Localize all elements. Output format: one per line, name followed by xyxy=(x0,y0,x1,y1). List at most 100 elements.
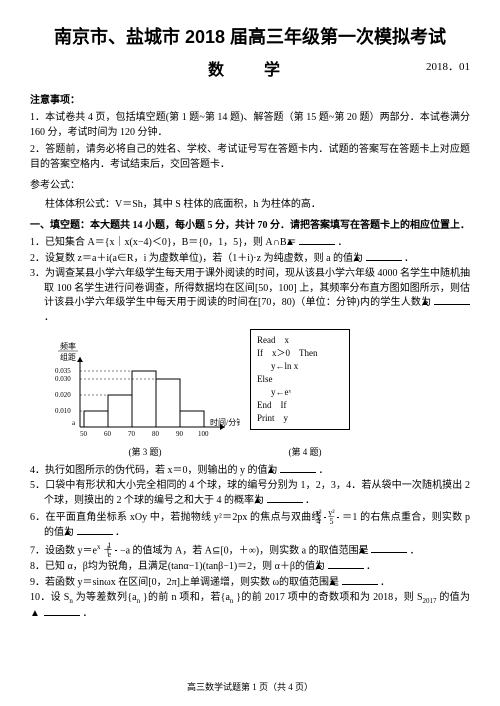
blank: ▲ xyxy=(328,560,364,569)
q6-text-a: 6．在平面直角坐标系 xOy 中，若抛物线 y²＝2px 的焦点与双曲线 xyxy=(30,512,324,523)
xtick: 100 xyxy=(198,430,209,438)
q10-e: 的值为 xyxy=(439,592,470,603)
frac-num: y² xyxy=(337,509,339,518)
blank: ▲ xyxy=(434,296,470,305)
pseudo-line: Else xyxy=(257,374,273,384)
question-10: 10．设 Sn 为等差数列{an }的前 n 项和，若{an }的前 2017 … xyxy=(30,591,470,621)
q7-text-a: 7．设函数 y＝e xyxy=(30,545,97,556)
q10-sub4: 2017 xyxy=(423,597,437,605)
pseudocode-box: Read x If x＞0 Then y←ln x Else y←eˣ End … xyxy=(250,329,350,430)
xtick: 80 xyxy=(152,430,160,438)
figure-row: 频率 组距 0.035 0.030 0.020 0.010 a xyxy=(50,329,470,460)
q10-end: ． xyxy=(83,608,93,619)
q7-text-b: −a 的值域为 A，若 A⊆[0，＋∞)，则实数 a 的取值范围是 xyxy=(120,545,369,556)
q8-end: ． xyxy=(366,561,376,572)
question-3: 3．为调查某县小学六年级学生每天用于课外阅读的时间，现从该县小学六年级 4000… xyxy=(30,267,470,325)
q1-text: 1．已知集合 A＝{x｜x(x−4)＜0}，B＝{0，1，5}，则 A∩B＝ xyxy=(30,237,297,248)
triangle-mark: ▲ xyxy=(266,465,276,476)
histogram-caption: (第 3 题) xyxy=(50,446,240,460)
frac-num: 1 xyxy=(115,542,117,551)
question-4: 4．执行如图所示的伪代码，若 x＝0，则输出的 y 的值为 ▲ ． xyxy=(30,464,470,479)
xtick: 60 xyxy=(104,430,112,438)
triangle-mark: ▲ xyxy=(352,253,362,264)
blank: ▲ xyxy=(77,526,113,535)
blank: ▲ xyxy=(267,494,303,503)
triangle-mark: ▲ xyxy=(420,297,430,308)
q7-end: ． xyxy=(410,545,420,556)
triangle-mark: ▲ xyxy=(30,608,40,619)
xtick: 90 xyxy=(176,430,184,438)
blank: ▲ xyxy=(44,607,80,616)
question-5: 5．口袋中有形状和大小完全相同的 4 个球，球的编号分别为 1，2，3，4．若从… xyxy=(30,479,470,508)
blank: ▲ xyxy=(342,576,378,585)
q9-text: 9．若函数 y＝sinωx 在区间[0，2π]上单调递增，则实数 ω的取值范围是 xyxy=(30,577,339,588)
q5-text: 5．口袋中有形状和大小完全相同的 4 个球，球的编号分别为 1，2，3，4．若从… xyxy=(30,480,470,506)
subtitle-row: 数 学 2018．01 xyxy=(30,59,470,83)
q3-text: 3．为调查某县小学六年级学生每天用于课外阅读的时间，现从该县小学六年级 4000… xyxy=(30,268,470,308)
question-list: 1．已知集合 A＝{x｜x(x−4)＜0}，B＝{0，1，5}，则 A∩B＝ ▲… xyxy=(30,236,470,325)
q4-end: ． xyxy=(319,465,329,476)
q10-c: }的前 n 项和，若{a xyxy=(143,592,230,603)
pseudo-line: If x＞0 Then xyxy=(257,348,318,358)
section-1-head: 一、填空题：本大题共 14 小题，每小题 5 分，共计 70 分．请把答案填写在… xyxy=(30,218,470,233)
frac-den: 4 xyxy=(324,518,326,526)
q6-end: ． xyxy=(115,527,125,538)
question-8: 8．已知 α，β均为锐角，且满足(tanα−1)(tanβ−1)＝2，则 α＋β… xyxy=(30,560,470,575)
ylabel-bot: 组距 xyxy=(60,352,76,362)
q1-end: ． xyxy=(338,237,348,248)
ytick-a: a xyxy=(72,419,76,427)
ytick: 0.010 xyxy=(55,407,71,415)
fraction: x²4 xyxy=(324,509,326,526)
triangle-mark: ▲ xyxy=(314,561,324,572)
ylabel-top: 频率 xyxy=(60,341,76,351)
q4-text: 4．执行如图所示的伪代码，若 x＝0，则输出的 y 的值为 xyxy=(30,465,278,476)
q10-sub3: n xyxy=(230,597,234,605)
q10-d: }的前 2017 项中的奇数项和为 2018，则 S xyxy=(236,592,422,603)
pseudo-line: Read x xyxy=(257,335,289,345)
q9-end: ． xyxy=(380,577,390,588)
ytick: 0.020 xyxy=(55,391,71,399)
blank: ▲ xyxy=(280,464,316,473)
page-footer: 高三数学试题第 1 页（共 4 页） xyxy=(0,681,500,695)
blank: ▲ xyxy=(299,236,335,245)
triangle-mark: ▲ xyxy=(253,495,263,506)
frac-den: e xyxy=(115,551,117,559)
reference-formula: 柱体体积公式：V＝Sh，其中 S 柱体的底面积，h 为柱体的高． xyxy=(30,197,470,212)
ytick: 0.030 xyxy=(55,375,71,383)
question-9: 9．若函数 y＝sinωx 在区间[0，2π]上单调递增，则实数 ω的取值范围是… xyxy=(30,576,470,591)
q5-end: ． xyxy=(305,495,315,506)
q2-end: ． xyxy=(404,253,414,264)
blank: ▲ xyxy=(371,544,407,553)
question-1: 1．已知集合 A＝{x｜x(x−4)＜0}，B＝{0，1，5}，则 A∩B＝ ▲… xyxy=(30,236,470,251)
exam-date: 2018．01 xyxy=(426,59,470,76)
triangle-mark: ▲ xyxy=(328,577,338,588)
xlabel: 时间/分钟 xyxy=(210,417,240,427)
question-2: 2．设复数 z＝a＋i(a∈R，i 为虚数单位)，若（1＋i)·z 为纯虚数，则… xyxy=(30,252,470,267)
triangle-mark: ▲ xyxy=(63,527,73,538)
q8-text: 8．已知 α，β均为锐角，且满足(tanα−1)(tanβ−1)＝2，则 α＋β… xyxy=(30,561,325,572)
q2-text: 2．设复数 z＝a＋i(a∈R，i 为虚数单位)，若（1＋i)·z 为纯虚数，则… xyxy=(30,253,363,264)
histogram-chart: 频率 组距 0.035 0.030 0.020 0.010 a xyxy=(50,339,240,439)
triangle-mark: ▲ xyxy=(357,545,367,556)
reference-head: 参考公式： xyxy=(30,178,470,193)
question-list-2: 4．执行如图所示的伪代码，若 x＝0，则输出的 y 的值为 ▲ ． 5．口袋中有… xyxy=(30,464,470,621)
pseudo-caption: (第 4 题) xyxy=(250,446,360,460)
pseudo-block: Read x If x＞0 Then y←ln x Else y←eˣ End … xyxy=(250,329,360,460)
frac-num: x² xyxy=(324,509,326,518)
ytick: 0.035 xyxy=(55,367,71,375)
pseudo-line: y←ln x xyxy=(257,360,343,373)
q3-end: ． xyxy=(44,312,54,323)
notice-item-1: 1．本试卷共 4 页，包括填空题(第 1 题~第 14 题)、解答题（第 15 … xyxy=(30,110,470,140)
pseudo-line: Print y xyxy=(257,413,288,423)
xtick: 70 xyxy=(128,430,136,438)
triangle-mark: ▲ xyxy=(285,237,295,248)
histogram-block: 频率 组距 0.035 0.030 0.020 0.010 a xyxy=(50,339,240,460)
pseudo-line: y←eˣ xyxy=(257,386,343,399)
q10-sub: n xyxy=(69,597,73,605)
q7-sup: x xyxy=(97,543,101,551)
question-6: 6．在平面直角坐标系 xOy 中，若抛物线 y²＝2px 的焦点与双曲线 x²4… xyxy=(30,509,470,541)
xtick: 50 xyxy=(80,430,88,438)
q10-a: 10．设 S xyxy=(30,592,69,603)
notice-item-2: 2．答题前，请务必将自己的姓名、学校、考试证号写在答题卡内．试题的答案写在答题卡… xyxy=(30,142,470,172)
subject-label: 数 学 xyxy=(208,59,292,83)
